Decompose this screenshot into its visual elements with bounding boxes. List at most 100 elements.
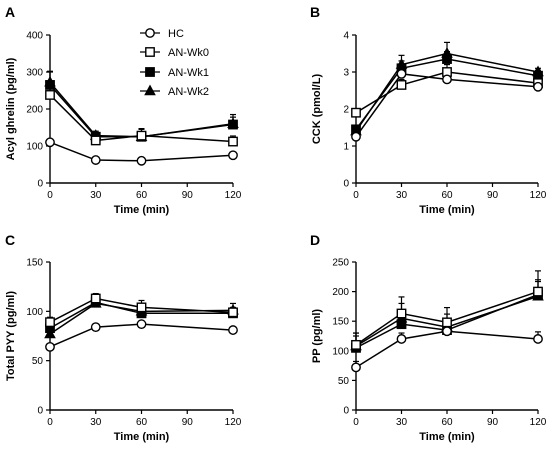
panel-a-y-axis-title: Acyl ghrelin (pg/ml): [5, 57, 17, 160]
panel-c-x-tick-label: 120: [225, 417, 242, 428]
panel-a-y-tick-label: 0: [37, 179, 43, 190]
legend: HC AN-Wk0 AN-Wk1 AN-Wk2: [140, 28, 209, 98]
panel-d-hc-point: [351, 362, 361, 373]
panel-d-an-wk0-point: [442, 317, 452, 328]
panel-d-an-wk0-line: [355, 290, 539, 346]
panel-a-an-wk0-point: [136, 130, 147, 141]
panel-b-y-tick-label: 4: [343, 31, 349, 42]
legend-symbol-an-wk0: [145, 47, 155, 57]
panel-b-an-wk0-point: [351, 107, 361, 118]
panel-b-an-wk2-line: [355, 52, 539, 132]
panel-c-y-tick-label: 150: [26, 258, 43, 269]
panel-b-an-wk0-point: [396, 80, 407, 90]
legend-item-an-wk2: AN-Wk2: [140, 84, 209, 98]
panel-b-y-tick-label: 2: [343, 105, 349, 116]
panel-a-x-tick-label: 90: [182, 190, 194, 201]
panel-a-hc-point: [136, 155, 147, 166]
panel-a-x-tick-label: 60: [136, 190, 148, 201]
panel-a-hc-point: [45, 137, 55, 148]
panel-c-an-wk0-line: [49, 297, 234, 323]
panel-b-hc-point: [396, 68, 407, 79]
legend-marker-hc: [140, 28, 160, 38]
panel-a-hc-point: [90, 155, 101, 165]
panel-c-hc-point: [90, 322, 101, 333]
panel-c-hc-point: [228, 325, 238, 335]
panel-b-chart: 0 1 2 3 4 0 30 60 90 120 Time (min) CCK (pmol/L): [311, 31, 547, 217]
panel-d-hc-point: [396, 334, 407, 344]
legend-symbol-hc: [145, 28, 155, 38]
panel-d-an-wk2-line: [355, 295, 539, 347]
panel-c-x-axis-title: Time (min): [114, 431, 170, 443]
panel-d-hc-point: [533, 334, 543, 344]
panel-a-an-wk0-point: [45, 90, 55, 100]
panel-a-x-tick-label: 30: [90, 190, 102, 201]
legend-label-an-wk0: AN-Wk0: [168, 47, 209, 59]
panel-b-x-tick-label: 120: [530, 190, 547, 201]
panel-a-hc-point: [228, 150, 238, 161]
panel-d-y-axis-title: PP (pg/ml): [311, 309, 323, 364]
panel-d-x-axis-title: Time (min): [419, 431, 475, 443]
panel-b-x-tick-label: 0: [353, 190, 359, 201]
panel-b-hc-line: [355, 73, 539, 138]
panel-d-y-tick-label: 0: [343, 406, 349, 417]
panel-d-x-tick-label: 60: [441, 417, 453, 428]
panel-c-an-wk0-point: [136, 302, 147, 313]
panel-d-x-tick-label: 90: [487, 417, 499, 428]
panel-d-y-tick-label: 50: [338, 376, 350, 387]
panel-letter-d: D: [310, 232, 320, 248]
legend-marker-an-wk0: [140, 47, 160, 57]
panel-a-an-wk1-point: [228, 119, 238, 130]
panel-a-an-wk0-point: [90, 135, 101, 146]
panel-c-hc-point: [45, 341, 55, 352]
legend-symbol-an-wk1: [145, 67, 155, 77]
panel-b-y-tick-label: 0: [343, 179, 349, 190]
panel-d-x-tick-label: 0: [353, 417, 359, 428]
panel-d-y-tick-label: 150: [332, 317, 349, 328]
legend-item-an-wk0: AN-Wk0: [140, 47, 209, 59]
panel-b-y-tick-label: 3: [343, 68, 349, 79]
legend-marker-an-wk2: [140, 84, 160, 96]
panel-d-x-tick-label: 120: [530, 417, 547, 428]
panel-d-an-wk0-point: [351, 339, 361, 350]
panel-b-hc-point: [533, 81, 543, 92]
panel-b-x-axis-title: Time (min): [419, 204, 475, 216]
panel-c-an-wk2-line: [49, 302, 234, 335]
panel-c-y-tick-label: 0: [37, 406, 43, 417]
panel-letter-b: B: [310, 4, 320, 20]
panel-b-hc-point: [442, 74, 452, 85]
panel-b-x-tick-label: 30: [396, 190, 408, 201]
legend-label-an-wk1: AN-Wk1: [168, 67, 209, 79]
panel-a-an-wk0-line: [49, 94, 234, 143]
legend-item-hc: HC: [140, 28, 184, 40]
panel-d-y-tick-label: 100: [332, 346, 349, 357]
panel-b-y-tick-label: 1: [343, 142, 349, 153]
panel-d-x-tick-label: 30: [396, 417, 408, 428]
panel-b-hc-point: [351, 131, 361, 142]
panel-d-hc-line: [355, 330, 539, 369]
panel-d-an-wk1-point: [396, 319, 407, 330]
panel-d-chart: 0 50 100 150 200 250 0 30 60 90 120 Time (min) PP (p…: [311, 258, 547, 444]
panel-a-y-tick-label: 300: [26, 68, 43, 79]
legend-label-an-wk2: AN-Wk2: [168, 86, 209, 98]
panel-a-y-tick-label: 100: [26, 142, 43, 153]
panel-b-x-tick-label: 60: [441, 190, 453, 201]
panel-c-an-wk2-point: [44, 327, 56, 339]
panel-c-x-tick-label: 30: [90, 417, 102, 428]
panel-c-hc-line: [49, 323, 234, 348]
legend-marker-an-wk1: [140, 67, 160, 77]
panel-c-y-tick-label: 50: [32, 356, 44, 367]
panel-c-y-tick-label: 100: [26, 307, 43, 318]
panel-letter-a: A: [5, 4, 15, 20]
panel-c-an-wk0-point: [45, 317, 55, 328]
panel-a-y-tick-label: 400: [26, 31, 43, 42]
legend-label-hc: HC: [168, 28, 184, 40]
panel-d-an-wk0-point: [533, 286, 543, 297]
panel-c-an-wk0-point: [228, 307, 238, 318]
legend-item-an-wk1: AN-Wk1: [140, 67, 209, 79]
panel-a-an-wk2-line: [49, 81, 234, 138]
panel-a-an-wk0-point: [228, 136, 238, 147]
panel-a-x-axis-title: Time (min): [114, 204, 170, 216]
legend-symbol-an-wk2: [144, 84, 156, 96]
panel-letter-c: C: [5, 232, 15, 248]
